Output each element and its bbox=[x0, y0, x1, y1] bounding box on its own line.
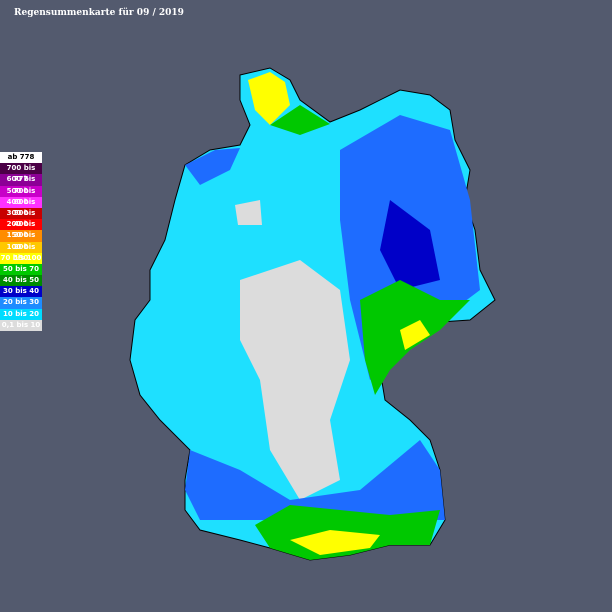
yellow-east bbox=[400, 320, 430, 350]
legend-item: 100 bis 150 bbox=[0, 241, 42, 262]
legend-item: 200 bis 300 bbox=[0, 219, 42, 239]
legend-item: 50 bis 70 bbox=[0, 263, 42, 276]
title: Regensummenkarte für 09 / 2019 bbox=[14, 8, 184, 18]
legend-item: 500 bis 600 bbox=[0, 185, 42, 206]
legend-item: 10 bis 20 bbox=[0, 308, 42, 320]
legend-item: 150 bis 200 bbox=[0, 230, 42, 251]
legend-item: 300 bis 400 bbox=[0, 207, 42, 228]
legend-item: 0,1 bis 10 bbox=[0, 319, 42, 331]
gray-center bbox=[240, 260, 350, 500]
blue-northwest bbox=[185, 148, 240, 185]
green-north bbox=[270, 105, 330, 135]
legend-item: ab 778 bbox=[0, 152, 42, 164]
yellow-north bbox=[248, 72, 290, 125]
legend-item: 700 bis 777 bbox=[0, 163, 42, 183]
legend-item: 20 bis 30 bbox=[0, 297, 42, 309]
gray-west bbox=[235, 200, 262, 225]
dark-blue-zone bbox=[380, 200, 440, 290]
legend-item: 400 bis 500 bbox=[0, 196, 42, 217]
legend-item: 70 bis 100 bbox=[0, 252, 42, 264]
legend-item: 600 bis 700 bbox=[0, 174, 42, 195]
yellow-south bbox=[290, 530, 380, 555]
blue-south bbox=[185, 440, 445, 520]
legend-item: 30 bis 40 bbox=[0, 286, 42, 298]
legend-item: 40 bis 50 bbox=[0, 275, 42, 287]
